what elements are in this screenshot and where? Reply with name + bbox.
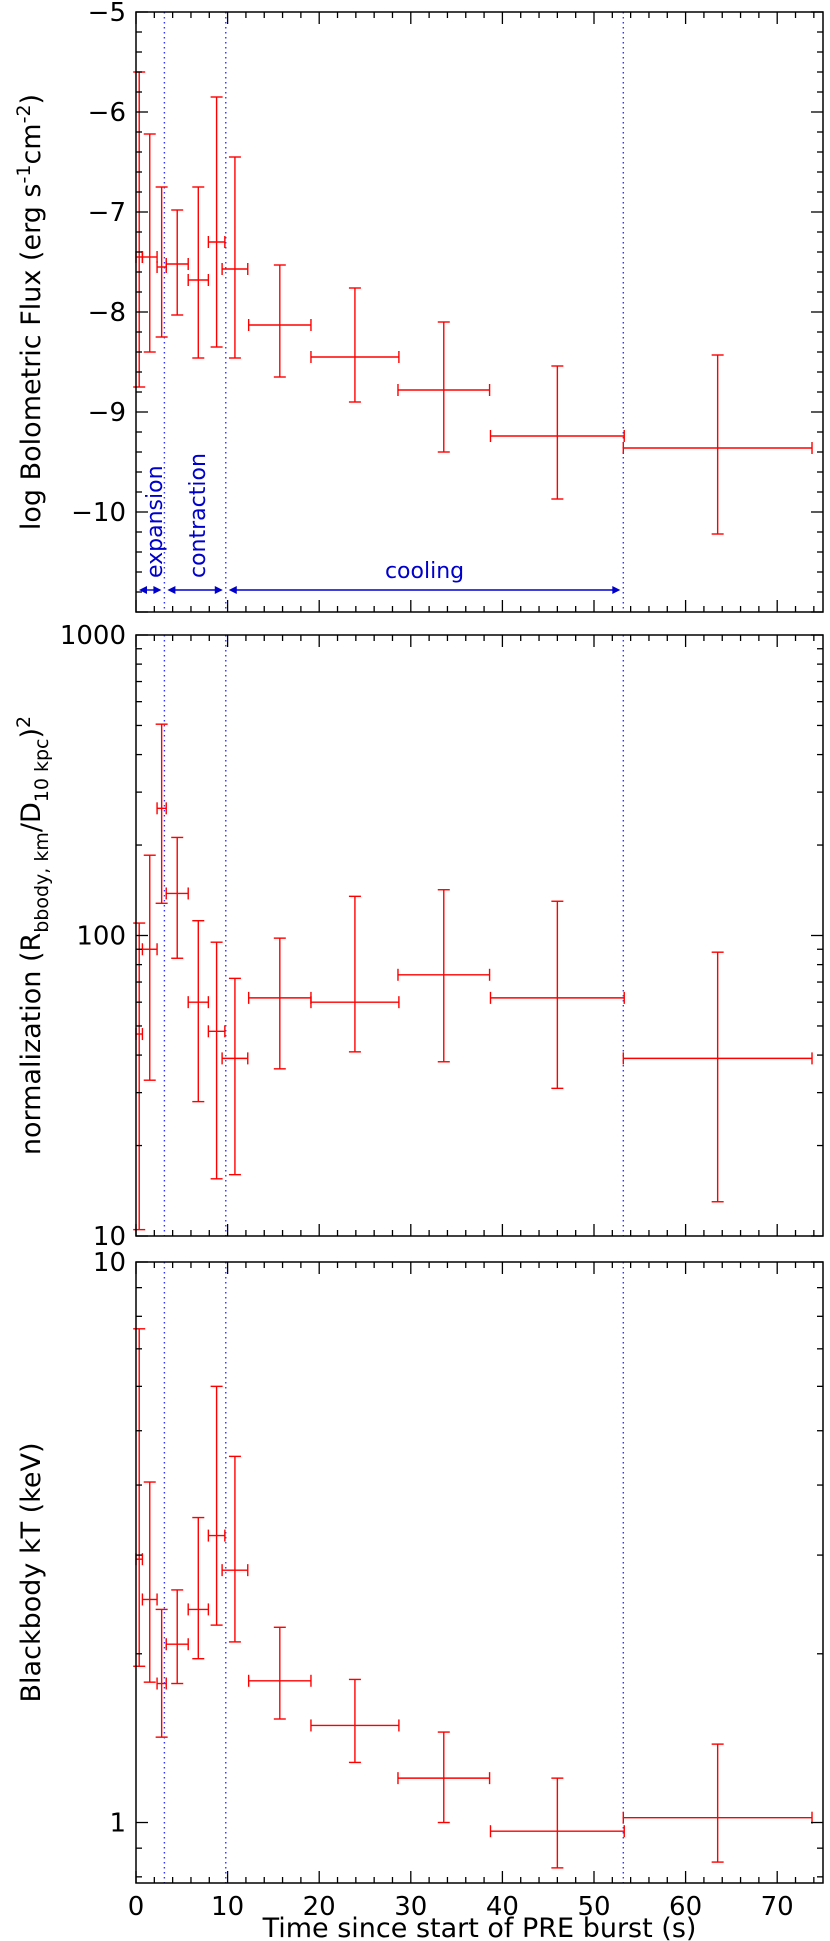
y-axis-title-part: Blackbody kT (keV) [16,1443,47,1703]
data-point [310,895,400,1053]
y-axis-title: log Bolometric Flux (erg s-1cm-2) [13,94,47,530]
data-point [187,920,210,1103]
y-axis-title-part: ) [16,728,47,739]
x-tick-label: 10 [211,1892,244,1922]
plot-frame [135,11,824,613]
y-axis-title-part: normalization (R [16,933,47,1155]
data-point [622,354,813,535]
y-axis-title: normalization (Rbbody, km/D10 kpc)2 [13,716,53,1155]
phase-label: expansion [143,465,168,578]
x-tick-label: 70 [761,1892,794,1922]
data-point [397,889,491,1063]
plot-frame [135,634,824,1237]
data-point [141,1481,158,1683]
data-point [247,264,312,378]
phase-arrow [139,586,162,594]
y-axis-title-part: ) [16,94,47,105]
data-point [133,1328,146,1667]
y-tick-label: −10 [71,498,126,528]
data-point [207,96,226,348]
y-axis-title-part: /D [16,802,47,832]
y-axis-title-part: 2 [13,716,35,728]
y-tick-label: −6 [88,98,126,128]
data-point [207,1385,226,1626]
data-point [247,937,312,1070]
data-point [165,836,189,959]
normalization-panel: 10 100 1000 normalization (Rbbody, km/D10 k… [13,621,824,1252]
x-axis-title: Time since start of PRE burst (s) [262,1913,697,1941]
x-tick-label: 20 [303,1892,336,1922]
y-tick-label: −5 [88,0,126,28]
data-point [133,922,146,1231]
phase-label: cooling [385,559,464,584]
data-point [155,723,168,904]
data-point [622,1743,813,1863]
y-axis-title: Blackbody kT (keV) [16,1443,47,1703]
data-point [155,1608,168,1738]
data-point [221,156,249,359]
data-point [489,1777,625,1869]
data-point [141,854,158,1081]
x-tick-label: 50 [577,1892,610,1922]
data-point [165,209,189,316]
data-point [397,321,491,453]
y-tick-label: −7 [88,198,126,228]
y-tick-label: −9 [88,398,126,428]
data-point [247,1626,312,1720]
y-axis-title-part: -1 [13,165,35,184]
y-tick-label: 100 [76,922,126,952]
data-point [310,1678,400,1764]
data-point [397,1731,491,1824]
y-axis-title-part: cm [16,123,47,164]
x-tick-label: 0 [128,1892,145,1922]
phase-arrow [167,586,223,594]
data-point [207,941,226,1180]
data-point [187,186,210,359]
data-point [141,133,158,353]
plot-frame [135,1261,824,1884]
data-point [489,900,625,1090]
y-tick-label: 1000 [60,621,126,651]
x-tick-label: 60 [669,1892,702,1922]
y-axis-title-part: log Bolometric Flux (erg s [16,184,47,531]
data-point [489,365,625,500]
phase-arrow [228,586,621,594]
phase-label: contraction [186,453,211,578]
y-axis-title-part: bbody, km [31,832,53,933]
data-point [187,1516,210,1660]
data-point [310,287,400,403]
x-tick-label: 30 [394,1892,427,1922]
y-tick-label: 10 [93,1222,126,1252]
y-tick-label: −8 [88,298,126,328]
y-tick-label: 1 [109,1809,126,1839]
y-tick-label: 10 [93,1248,126,1278]
data-point [221,1455,249,1643]
x-tick-label: 40 [486,1892,519,1922]
y-axis-title-part: -2 [13,104,35,123]
data-point [165,1589,189,1685]
temperature-panel: 1 10 0 10 20 30 40 50 60 70 Time since start of PR… [16,1248,824,1941]
y-axis-title-part: 10 kpc [31,738,53,802]
data-point [221,977,249,1176]
data-point [133,71,146,388]
data-point [622,951,813,1203]
